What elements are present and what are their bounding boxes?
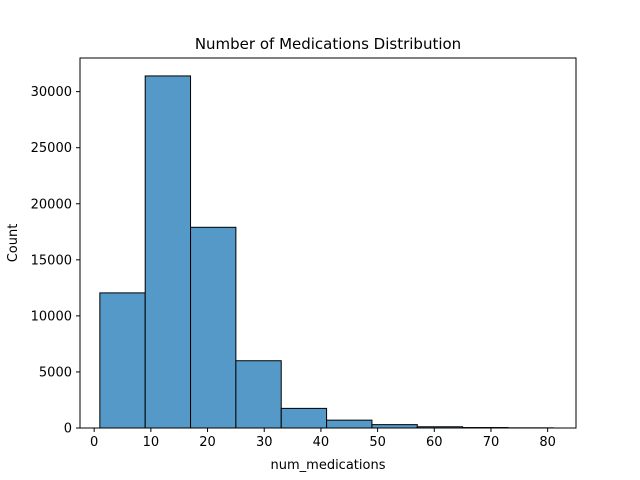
chart-title: Number of Medications Distribution [195,35,461,53]
y-tick-label: 10000 [31,309,72,324]
x-axis-label: num_medications [271,458,386,473]
x-tick-label: 30 [256,435,273,450]
histogram-bar [144,75,192,429]
x-tick-label: 40 [313,435,330,450]
histogram-bar [371,424,418,429]
y-tick-label: 15000 [31,253,72,268]
y-tick-label: 25000 [31,141,72,156]
y-tick-label: 30000 [31,85,72,100]
histogram-bar [280,407,328,429]
histogram-bar [99,292,146,429]
histogram-bar [326,419,373,429]
plot-frame [79,57,577,429]
x-axis-ticks: 0 10 20 30 40 50 60 70 80 [90,428,556,450]
x-tick-label: 80 [539,435,556,450]
histogram-bar [235,360,282,429]
x-tick-label: 60 [426,435,443,450]
x-tick-label: 20 [199,435,216,450]
y-axis-ticks: 0 5000 10000 15000 20000 25000 30000 [31,85,80,437]
bars-group [99,75,554,429]
y-axis-label: Count [6,224,21,263]
x-tick-label: 10 [143,435,160,450]
x-tick-label: 50 [369,435,386,450]
x-tick-label: 0 [90,435,98,450]
y-tick-label: 5000 [39,365,72,380]
y-tick-label: 20000 [31,197,72,212]
x-tick-label: 70 [483,435,500,450]
histogram-bar [190,226,237,429]
y-tick-label: 0 [64,422,72,437]
